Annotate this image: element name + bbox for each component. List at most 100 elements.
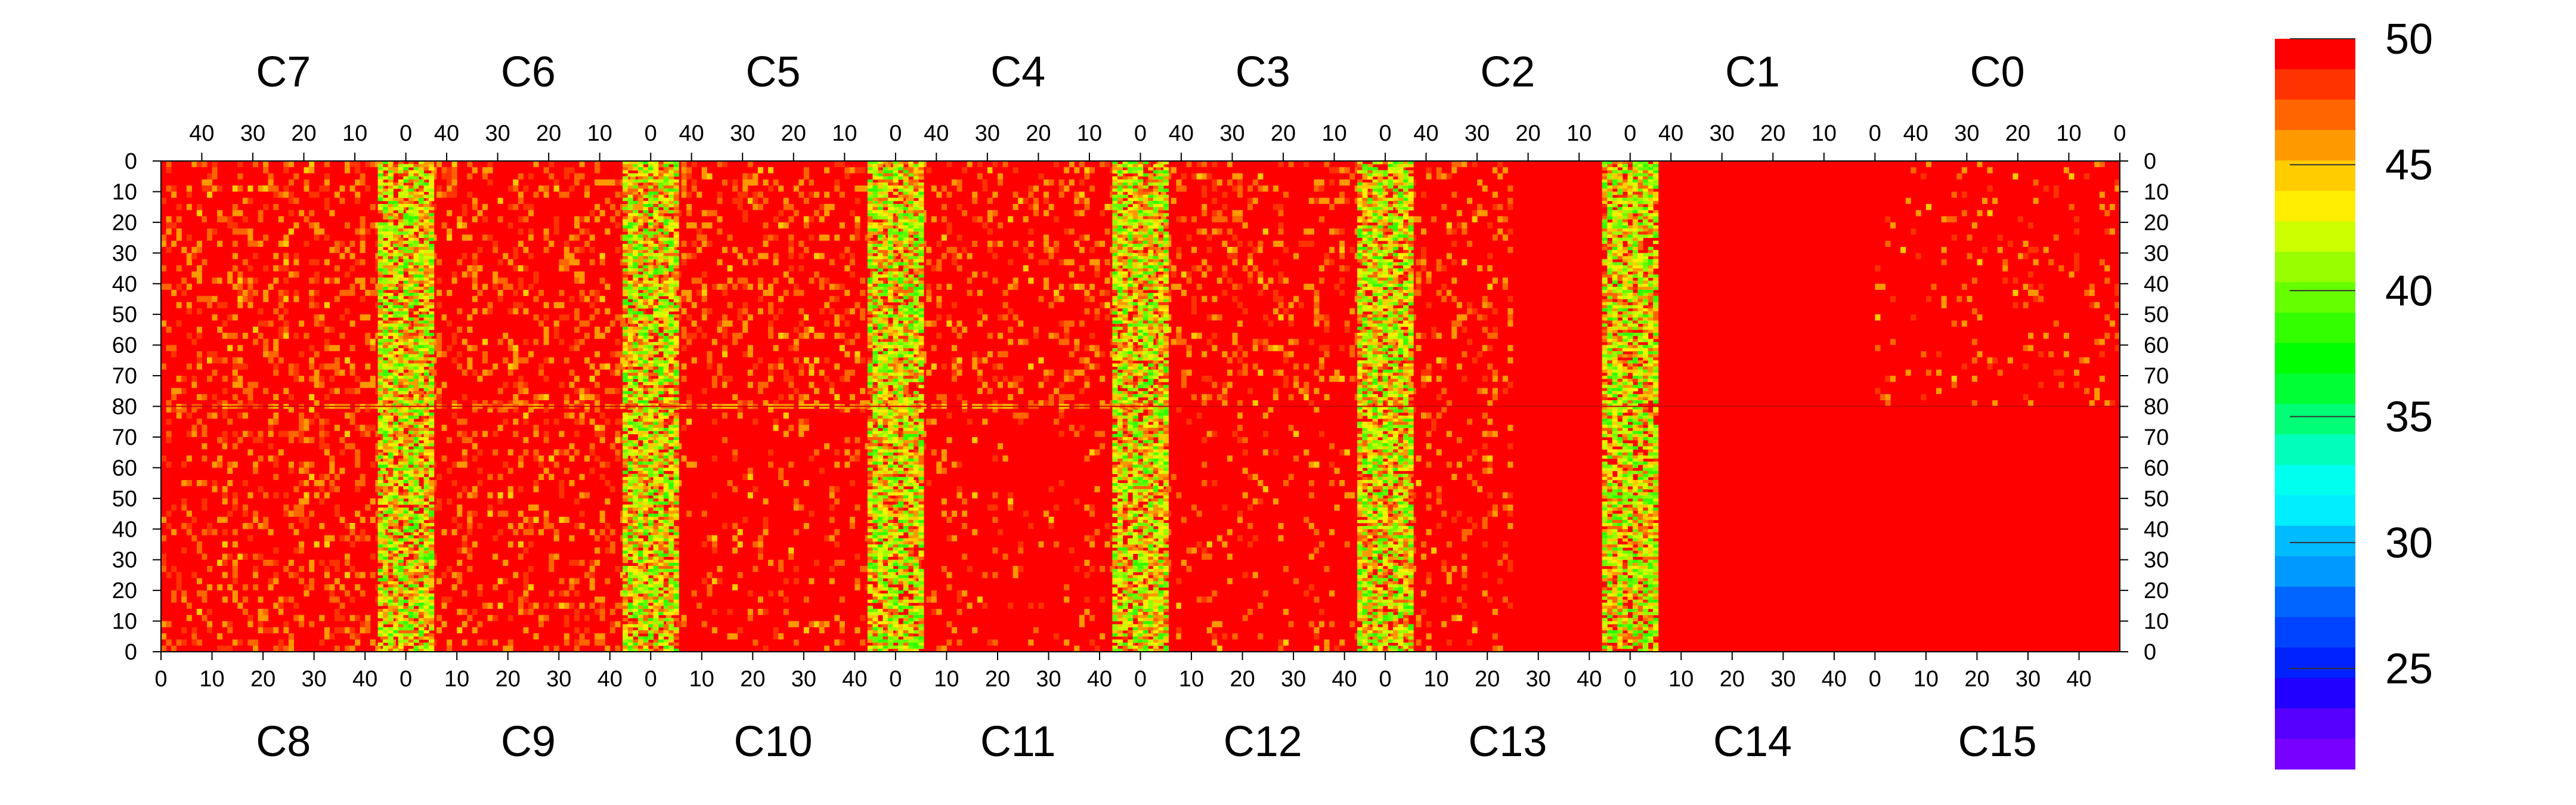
heatmap-cell	[987, 240, 993, 247]
heatmap-cell	[2012, 173, 2018, 179]
heatmap-cell	[237, 412, 243, 419]
heatmap-cell	[992, 363, 998, 370]
heatmap-cell	[309, 621, 315, 627]
heatmap-cell	[388, 462, 394, 465]
heatmap-cell	[605, 645, 611, 652]
heatmap-cell	[941, 185, 947, 192]
heatmap-cell	[388, 479, 394, 484]
heatmap-cell	[1058, 185, 1064, 192]
heatmap-cell	[926, 320, 932, 327]
heatmap-cell	[803, 419, 809, 425]
heatmap-cell	[339, 615, 345, 621]
heatmap-cell	[1426, 173, 1432, 179]
heatmap-cell	[441, 351, 447, 358]
heatmap-cell	[518, 357, 524, 364]
heatmap-cell	[1232, 283, 1238, 290]
heatmap-cell	[268, 584, 274, 591]
heatmap-cell	[299, 510, 305, 517]
heatmap-cell	[1298, 388, 1304, 394]
heatmap-cell	[1258, 240, 1264, 247]
heatmap-cell	[1421, 259, 1427, 265]
heatmap-cell	[829, 259, 835, 265]
heatmap-cell	[237, 345, 243, 351]
heatmap-cell	[383, 320, 389, 324]
heatmap-cell	[1100, 210, 1106, 216]
heatmap-cell	[457, 627, 463, 634]
heatmap-cell	[441, 222, 447, 229]
heatmap-cell	[1247, 240, 1253, 247]
heatmap-cell	[742, 431, 748, 437]
heatmap-cell	[360, 240, 366, 247]
heatmap-cell	[747, 351, 753, 358]
heatmap-cell	[1451, 161, 1457, 168]
heatmap-cell	[768, 283, 774, 290]
heatmap-cell	[2104, 228, 2110, 235]
heatmap-cell	[559, 492, 565, 499]
heatmap-cell	[447, 436, 453, 444]
heatmap-cell	[1472, 357, 1478, 364]
heatmap-cell	[860, 314, 866, 321]
heatmap-cell	[1487, 455, 1493, 462]
heatmap-cell	[377, 476, 383, 481]
heatmap-cell	[2038, 382, 2044, 388]
heatmap-cell	[834, 234, 840, 241]
heatmap-cell	[1288, 425, 1294, 431]
heatmap-cell	[345, 431, 351, 437]
heatmap-cell	[1507, 602, 1513, 609]
heatmap-cell	[186, 412, 192, 419]
heatmap-cell	[793, 326, 799, 333]
heatmap-cell	[1426, 412, 1432, 419]
heatmap-cell	[377, 228, 383, 232]
heatmap-cell	[1094, 271, 1100, 278]
heatmap-cell	[737, 197, 743, 204]
heatmap-cell	[1451, 191, 1457, 198]
heatmap-cell	[1967, 234, 1973, 241]
heatmap-cell	[564, 167, 569, 174]
heatmap-cell	[579, 290, 585, 296]
heatmap-cell	[609, 443, 615, 450]
heatmap-cell	[1329, 480, 1335, 487]
heatmap-cell	[166, 185, 172, 192]
heatmap-cell	[237, 639, 243, 646]
heatmap-cell	[967, 277, 973, 284]
heatmap-cell	[436, 394, 442, 401]
heatmap-cell	[768, 185, 774, 192]
heatmap-cell	[393, 167, 399, 171]
heatmap-cell	[283, 596, 289, 603]
heatmap-cell	[383, 400, 389, 404]
heatmap-cell	[1329, 247, 1335, 253]
heatmap-cell	[783, 222, 789, 229]
heatmap-cell	[288, 633, 294, 640]
heatmap-cell	[507, 590, 513, 597]
heatmap-cell	[941, 394, 947, 401]
heatmap-cell	[377, 584, 383, 588]
heatmap-cell	[1258, 247, 1264, 253]
heatmap-cell	[1956, 173, 1962, 179]
heatmap-cell	[946, 436, 952, 444]
heatmap-cell	[377, 363, 383, 367]
heatmap-cell	[247, 197, 253, 204]
heatmap-cell	[1252, 197, 1258, 204]
heatmap-cell	[1293, 578, 1299, 584]
heatmap-cell	[952, 510, 958, 517]
heatmap-cell	[609, 204, 615, 210]
heatmap-cell	[1507, 382, 1513, 388]
heatmap-cell	[388, 627, 394, 631]
heatmap-cell	[388, 409, 394, 413]
heatmap-cell	[599, 462, 605, 468]
heatmap-cell	[388, 615, 394, 618]
heatmap-cell	[283, 645, 289, 652]
heatmap-cell	[309, 406, 315, 413]
heatmap-cell	[1339, 253, 1345, 259]
heatmap-cell	[345, 645, 351, 652]
heatmap-cell	[2114, 290, 2120, 296]
heatmap-cell	[518, 486, 524, 493]
heatmap-cell	[1202, 351, 1208, 358]
heatmap-cell	[1502, 167, 1508, 174]
heatmap-cell	[599, 333, 605, 339]
heatmap-cell	[798, 265, 804, 272]
heatmap-cell	[370, 516, 376, 523]
heatmap-cell	[268, 455, 274, 462]
heatmap-cell	[768, 167, 774, 174]
heatmap-cell	[1171, 265, 1176, 272]
